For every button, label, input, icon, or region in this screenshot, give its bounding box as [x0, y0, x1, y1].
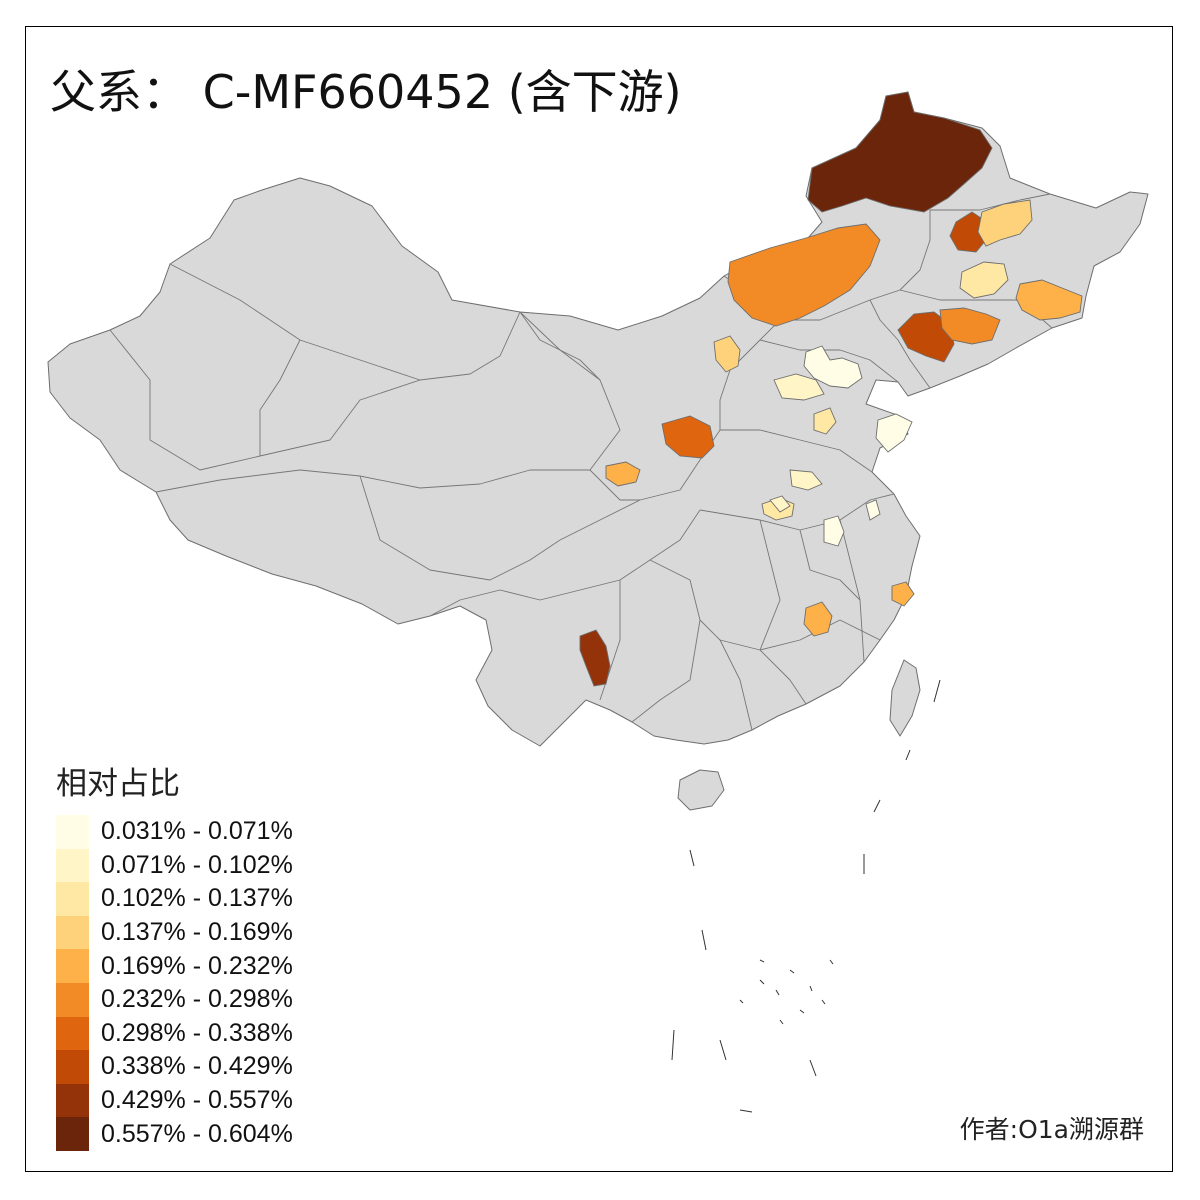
- legend-label: 0.338% - 0.429%: [101, 1052, 293, 1081]
- legend-item: 0.102% - 0.137%: [56, 882, 293, 916]
- legend-label: 0.429% - 0.557%: [101, 1086, 293, 1115]
- legend-item: 0.169% - 0.232%: [56, 949, 293, 983]
- region-jiangsu: [865, 499, 881, 521]
- region-shandong-east: [875, 413, 913, 453]
- hainan-island: [677, 769, 725, 811]
- region-beijing-area: [803, 345, 863, 389]
- legend-label: 0.557% - 0.604%: [101, 1119, 293, 1148]
- legend-title: 相对占比: [56, 766, 180, 802]
- taiwan-island: [889, 659, 921, 737]
- region-changchun-area: [959, 261, 1009, 299]
- region-xilingol: [727, 223, 881, 327]
- region-liaoning-east: [939, 307, 1001, 345]
- region-henan-south: [769, 495, 791, 513]
- legend-label: 0.232% - 0.298%: [101, 985, 293, 1014]
- legend-rows: 0.031% - 0.071% 0.071% - 0.102% 0.102% - 0…: [56, 815, 293, 1151]
- map-title: 父系： C-MF660452 (含下游): [50, 65, 682, 119]
- region-qiqihar: [949, 211, 987, 253]
- legend-label: 0.169% - 0.232%: [101, 951, 293, 980]
- region-harbin-area: [977, 199, 1033, 247]
- legend-label: 0.102% - 0.137%: [101, 884, 293, 913]
- legend-item: 0.338% - 0.429%: [56, 1050, 293, 1084]
- legend-label: 0.298% - 0.338%: [101, 1018, 293, 1047]
- map-frame: [25, 26, 1173, 1172]
- legend-swatch: [56, 1016, 89, 1051]
- region-hebei-south: [813, 407, 837, 435]
- south-china-sea-islands: [671, 679, 941, 1113]
- region-shanxi-central: [661, 415, 715, 459]
- region-yunnan-west: [579, 629, 611, 687]
- highlighted-regions: [579, 91, 1083, 687]
- legend: 相对占比 0.031% - 0.071% 0.071% - 0.102% 0.102…: [56, 758, 293, 1151]
- legend-swatch: [56, 982, 89, 1017]
- region-baotou: [713, 335, 741, 373]
- region-shaanxi-west: [605, 461, 641, 487]
- legend-item: 0.429% - 0.557%: [56, 1083, 293, 1118]
- legend-item: 0.071% - 0.102%: [56, 848, 293, 883]
- author-credit: 作者:O1a溯源群: [959, 1115, 1144, 1144]
- region-hulunbuir: [807, 91, 993, 213]
- legend-label: 0.071% - 0.102%: [101, 850, 293, 879]
- legend-label: 0.031% - 0.071%: [101, 817, 293, 846]
- legend-swatch: [56, 848, 89, 883]
- legend-label: 0.137% - 0.169%: [101, 918, 293, 947]
- region-tianjin-area: [773, 373, 825, 401]
- region-liaoning-west: [897, 311, 955, 363]
- legend-swatch: [56, 882, 89, 916]
- legend-item: 0.137% - 0.169%: [56, 915, 293, 950]
- region-anhui: [823, 515, 845, 547]
- legend-item: 0.298% - 0.338%: [56, 1016, 293, 1051]
- legend-swatch: [56, 1050, 89, 1084]
- legend-item: 0.031% - 0.071%: [56, 815, 293, 849]
- region-jiangxi: [803, 601, 833, 637]
- province-boundaries: [109, 193, 1053, 731]
- legend-swatch: [56, 915, 89, 950]
- region-zhejiang: [891, 581, 915, 607]
- legend-swatch: [56, 1083, 89, 1118]
- legend-swatch: [56, 815, 89, 849]
- legend-item: 0.557% - 0.604%: [56, 1117, 293, 1151]
- region-mudanjiang-area: [1015, 279, 1083, 321]
- legend-swatch: [56, 1117, 89, 1151]
- legend-swatch: [56, 949, 89, 983]
- region-shandong-west: [789, 469, 823, 491]
- legend-item: 0.232% - 0.298%: [56, 982, 293, 1017]
